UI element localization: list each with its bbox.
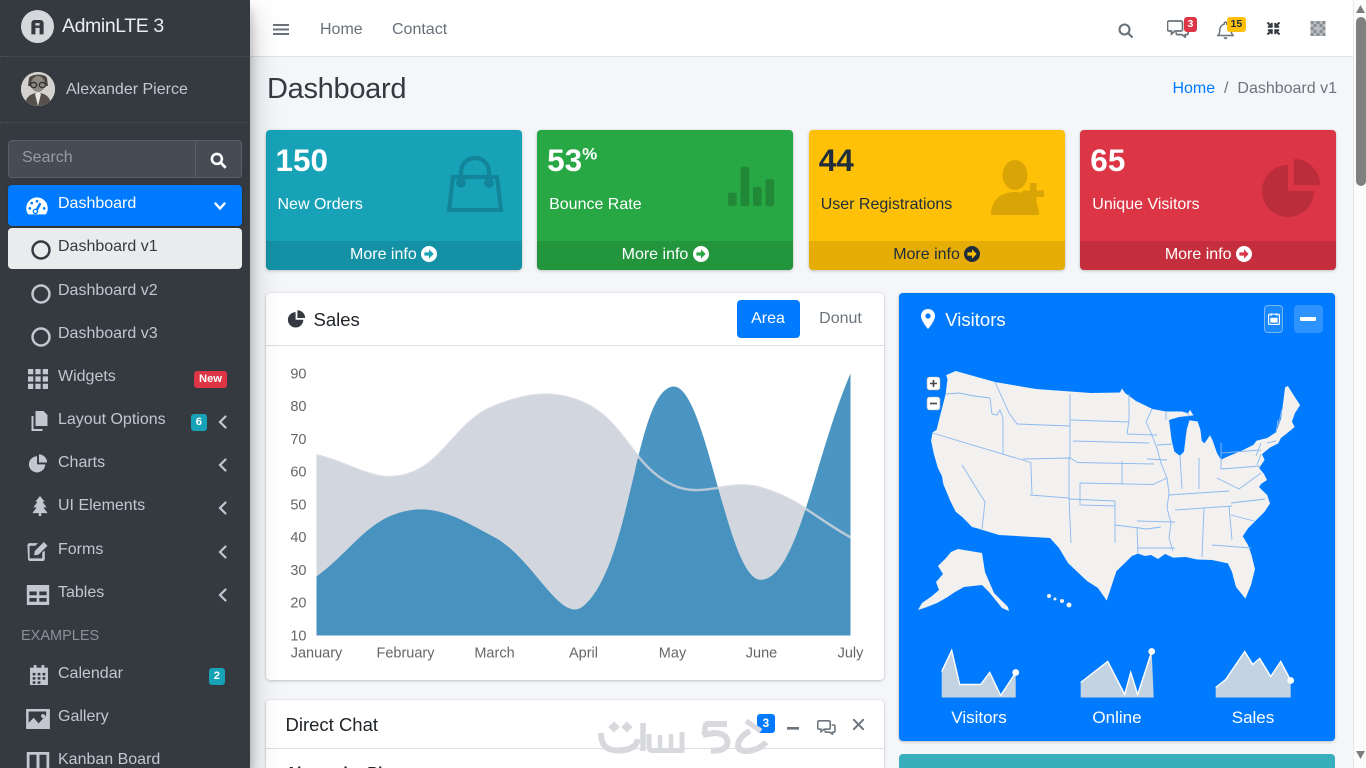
svg-text:Online: Online	[1093, 708, 1142, 727]
svg-text:Sales: Sales	[1232, 708, 1275, 727]
svg-text:70: 70	[290, 432, 306, 448]
svg-text:January: January	[290, 645, 342, 661]
svg-text:February: February	[376, 645, 435, 661]
svg-text:April: April	[568, 645, 597, 661]
svg-text:90: 90	[290, 366, 306, 382]
svg-text:July: July	[837, 645, 864, 661]
svg-text:20: 20	[290, 595, 306, 611]
svg-text:30: 30	[290, 563, 306, 579]
svg-text:60: 60	[290, 464, 306, 480]
svg-text:40: 40	[290, 530, 306, 546]
svg-text:80: 80	[290, 399, 306, 415]
svg-text:June: June	[745, 645, 776, 661]
svg-text:10: 10	[290, 628, 306, 644]
svg-text:March: March	[474, 645, 514, 661]
svg-text:Visitors: Visitors	[952, 708, 1007, 727]
svg-text:May: May	[658, 645, 686, 661]
svg-text:50: 50	[290, 497, 306, 513]
